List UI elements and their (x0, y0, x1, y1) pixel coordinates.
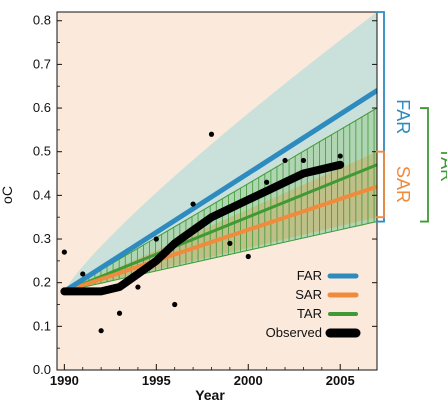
y-tick-label: 0.0 (33, 362, 51, 377)
projection-lines (60, 88, 377, 296)
y-tick-label: 0.1 (33, 318, 51, 333)
annual-point (98, 328, 104, 334)
annual-point (116, 310, 123, 316)
y-tick-label: 0.7 (33, 56, 51, 71)
annual-point (61, 249, 67, 255)
far-bracket (376, 11, 385, 223)
tar-bracket (420, 107, 429, 223)
x-tick-label: 1995 (142, 373, 171, 388)
far-bracket-label: FAR (393, 99, 413, 134)
legend-label-far: FAR (297, 268, 322, 283)
annual-point (208, 131, 215, 137)
y-tick-label: 0.8 (33, 13, 51, 28)
sar-bracket-label: SAR (393, 166, 413, 203)
x-tick-label: 2000 (234, 373, 263, 388)
y-axis-ticks: 0.0 0.1 0.2 0.3 0.4 0.5 0.6 0.7 0.8 (33, 13, 377, 377)
tar-line (62, 163, 377, 293)
y-axis-label: oC (0, 186, 15, 204)
legend-label-tar: TAR (297, 306, 322, 321)
y-tick-label: 0.4 (33, 187, 51, 202)
y-tick-label: 0.3 (33, 231, 51, 246)
far-line (61, 88, 377, 294)
sar-range-band (64, 151, 377, 292)
annual-point (190, 201, 196, 207)
sar-line (62, 184, 377, 294)
tar-range-band (64, 107, 377, 292)
y-tick-label: 0.5 (33, 144, 51, 159)
plot-frame (56, 11, 378, 371)
annual-point (135, 284, 141, 290)
annual-points (61, 131, 343, 334)
sar-bracket (376, 150, 385, 219)
x-axis-label: Year (195, 387, 225, 403)
y-tick-label: 0.2 (33, 275, 51, 290)
legend: FAR SAR TAR Observed (266, 268, 361, 340)
x-axis-ticks: 1990 1995 2000 2005 (50, 364, 378, 388)
annual-point (264, 179, 270, 185)
legend-label-sar: SAR (295, 287, 322, 302)
annual-point (172, 301, 178, 308)
x-tick-label: 1990 (50, 373, 79, 388)
annual-point (300, 157, 307, 164)
range-brackets: FAR SAR TAR (376, 11, 447, 223)
annual-point (282, 157, 288, 164)
annual-point (245, 253, 251, 260)
annual-point (80, 271, 86, 277)
legend-label-observed: Observed (266, 325, 322, 340)
observed-line (60, 160, 345, 296)
y-tick-label: 0.6 (33, 100, 51, 115)
projection-bands (64, 12, 377, 292)
x-tick-label: 2005 (326, 373, 355, 388)
annual-point (337, 153, 343, 159)
annual-point (227, 240, 233, 246)
annual-point (153, 236, 159, 242)
tar-bracket-label: TAR (437, 147, 447, 182)
